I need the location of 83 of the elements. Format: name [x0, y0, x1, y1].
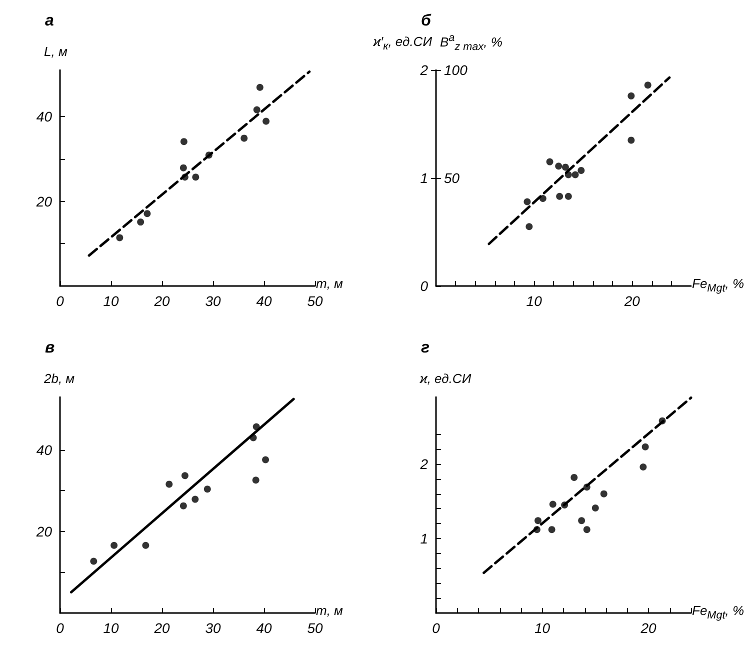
point: [262, 118, 270, 125]
point: [252, 476, 260, 484]
y2-tick-label: 100: [444, 62, 468, 78]
point: [628, 136, 635, 144]
point: [253, 106, 260, 114]
point: [524, 198, 531, 206]
x-tick-label: 20: [153, 620, 170, 636]
point: [572, 171, 579, 178]
x-axis-title: Fe$_{Mgt}$, %: [692, 276, 744, 297]
point: [180, 164, 187, 172]
x-tick-label: 10: [534, 620, 550, 636]
point: [644, 82, 652, 89]
x-axis-title: m, м: [316, 276, 343, 292]
y-axis-title: L, м: [44, 44, 68, 60]
x-axis-title: m, м: [316, 603, 343, 619]
y-tick-label: 2: [419, 62, 428, 78]
point: [642, 443, 649, 450]
y-tick-label: 20: [35, 523, 52, 540]
y-tick-label: 40: [36, 108, 52, 125]
point: [110, 542, 118, 549]
x-tick-label: 20: [640, 620, 656, 636]
y-tick-label: 1: [420, 170, 428, 186]
y-tick-label: 2: [419, 456, 428, 472]
x-tick-label: 30: [205, 293, 221, 309]
y-axis-title: ϰ, ед.СИ: [420, 371, 472, 387]
point: [262, 456, 270, 464]
point: [534, 517, 542, 524]
point: [137, 218, 144, 226]
point: [144, 210, 151, 218]
point: [578, 517, 586, 524]
x-tick-label: 40: [256, 620, 272, 636]
point: [578, 166, 585, 174]
point: [180, 502, 187, 510]
x-tick-label: 50: [307, 620, 323, 636]
chart-title: а: [45, 12, 54, 30]
y-tick-label: 0: [420, 278, 428, 294]
point: [142, 542, 150, 549]
y-axis-title: ϰ′$_{к}$, ед.СИ: [373, 34, 432, 55]
y-tick-label: 40: [36, 442, 52, 458]
x-tick-label: 20: [153, 293, 170, 309]
point: [256, 84, 264, 91]
point: [564, 192, 572, 200]
x-tick-label: 20: [623, 293, 640, 309]
x-tick-label: 50: [307, 293, 323, 309]
point: [628, 92, 635, 100]
point: [204, 486, 211, 493]
point: [549, 500, 556, 508]
point: [562, 164, 569, 171]
chart-title: в: [45, 340, 55, 356]
point: [192, 174, 200, 181]
point: [555, 162, 562, 170]
y-tick-label: 20: [35, 193, 52, 210]
x-axis-title: Fe$_{Mgt}$, %: [692, 603, 744, 624]
x-tick-label: 10: [103, 293, 119, 309]
point: [583, 526, 590, 534]
x-tick-label: 0: [56, 293, 64, 309]
point: [548, 526, 556, 534]
point: [640, 464, 647, 471]
x-tick-label: 0: [432, 620, 440, 636]
x-tick-label: 30: [205, 620, 221, 636]
point: [592, 504, 599, 512]
x-tick-label: 10: [526, 293, 542, 309]
point: [556, 192, 564, 200]
point: [600, 490, 608, 498]
y-axis-title: 2b, м: [44, 371, 75, 387]
x-tick-label: 0: [56, 620, 64, 636]
point: [526, 223, 533, 230]
point: [181, 472, 188, 480]
y2-axis-title: B$^{a}$$_{z max}$, %: [440, 31, 502, 55]
y2-tick-label: 50: [444, 170, 460, 186]
point: [180, 138, 188, 146]
x-tick-label: 40: [256, 293, 272, 309]
point: [90, 558, 98, 565]
point: [192, 496, 199, 503]
x-tick-label: 10: [103, 620, 119, 636]
point: [116, 234, 124, 242]
point: [166, 480, 173, 488]
point: [570, 474, 578, 481]
y-tick-label: 1: [420, 530, 428, 547]
point: [546, 158, 554, 166]
point: [240, 134, 248, 142]
chart-title: г: [421, 340, 430, 356]
chart-title: б: [421, 12, 432, 30]
